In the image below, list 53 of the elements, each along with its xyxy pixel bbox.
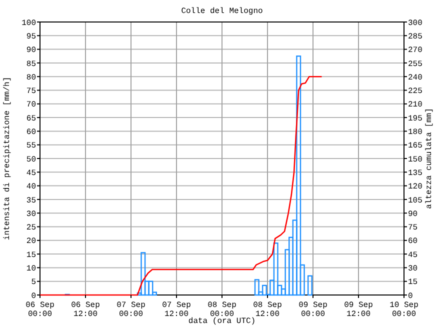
y-tick-label: 100 (22, 18, 36, 28)
y-tick-label: 10 (26, 264, 36, 274)
y-tick-label: 90 (26, 46, 36, 56)
y2-tick-label: 165 (408, 142, 423, 151)
x-tick-label: 10 Sep 00:00 (390, 301, 419, 319)
y2-tick-label: 75 (408, 224, 418, 233)
y2-tick-label: 60 (408, 237, 418, 246)
y-tick-label: 25 (26, 224, 36, 233)
x-tick-label: 06 Sep 00:00 (26, 301, 55, 319)
y-tick-label: 20 (26, 237, 36, 246)
y2-tick-label: 285 (408, 32, 423, 42)
y-tick-label: 70 (26, 100, 36, 110)
y-tick-label: 85 (26, 60, 36, 69)
y2-axis-title: altezza cumulata [mm] (425, 108, 434, 209)
x-tick-label: 07 Sep 00:00 (116, 301, 146, 319)
y-tick-label: 50 (26, 155, 36, 164)
y2-tick-label: 300 (408, 18, 423, 28)
y-tick-label: 0 (31, 292, 36, 301)
x-tick-label: 06 Sep 12:00 (71, 301, 100, 319)
y2-tick-label: 120 (408, 182, 423, 192)
y2-tick-label: 195 (408, 114, 423, 124)
y-tick-label: 75 (26, 87, 36, 96)
y-tick-label: 5 (31, 278, 36, 288)
y-axis-title: intensita di precipitazione [mm/h] (3, 76, 12, 240)
x-axis-title: data (ora UTC) (188, 317, 256, 326)
x-tick-label: 09 Sep 00:00 (298, 301, 328, 319)
y2-tick-label: 210 (408, 100, 423, 110)
y-tick-label: 45 (26, 168, 36, 178)
y-tick-label: 80 (26, 73, 36, 82)
y2-tick-label: 135 (408, 168, 423, 178)
y2-tick-label: 30 (408, 264, 418, 274)
y-tick-label: 60 (26, 128, 36, 137)
y2-tick-label: 240 (408, 73, 423, 82)
y2-tick-label: 105 (408, 196, 423, 206)
y2-tick-label: 270 (408, 46, 423, 56)
chart-title: Colle del Melogno (181, 7, 263, 16)
y2-tick-label: 180 (408, 128, 423, 137)
y2-tick-label: 0 (408, 292, 413, 301)
y2-tick-label: 225 (408, 87, 423, 96)
y-tick-label: 30 (26, 210, 36, 219)
x-tick-label: 08 Sep 12:00 (253, 301, 282, 319)
y-tick-label: 35 (26, 196, 36, 206)
y2-tick-label: 15 (408, 278, 418, 288)
y-tick-label: 15 (26, 250, 36, 260)
y-tick-label: 40 (26, 182, 36, 192)
y2-tick-label: 45 (408, 250, 418, 260)
y-tick-label: 65 (26, 114, 36, 124)
y2-tick-label: 90 (408, 210, 418, 219)
y-tick-label: 55 (26, 142, 36, 151)
y-tick-label: 95 (26, 32, 36, 42)
y2-tick-label: 150 (408, 155, 423, 164)
x-tick-label: 09 Sep 12:00 (344, 301, 374, 319)
y2-tick-label: 255 (408, 60, 423, 69)
